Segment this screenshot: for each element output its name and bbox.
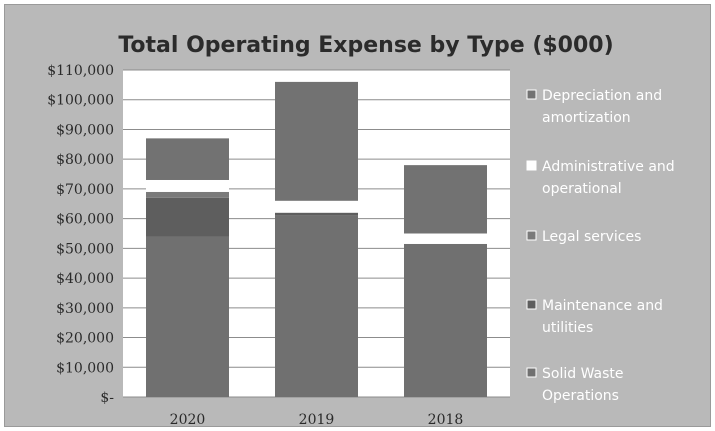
x-axis-tick-labels: 2020 2019 2018 xyxy=(170,412,464,428)
legend-label: Administrative and xyxy=(542,159,675,175)
legend: Depreciation and amortization Administrati… xyxy=(526,88,675,404)
bar-segment xyxy=(275,212,358,216)
bar-segment xyxy=(146,191,229,198)
bar-segment xyxy=(404,165,487,234)
legend-label: Solid Waste xyxy=(542,366,624,382)
x-tick-label: 2020 xyxy=(170,412,206,428)
legend-label: Depreciation and xyxy=(542,88,662,104)
bar-segment xyxy=(404,233,487,244)
legend-swatch xyxy=(526,299,537,310)
y-tick-label: $70,000 xyxy=(56,182,114,198)
y-tick-label: $40,000 xyxy=(56,271,114,287)
x-tick-label: 2018 xyxy=(428,412,464,428)
legend-label: Maintenance and xyxy=(542,298,663,314)
legend-swatch xyxy=(526,230,537,241)
bar-segment xyxy=(404,243,487,397)
legend-label: Legal services xyxy=(542,229,641,245)
legend-label: utilities xyxy=(542,320,593,336)
y-tick-label: $60,000 xyxy=(56,212,114,228)
bar-segment xyxy=(275,215,358,397)
bar-segment xyxy=(275,81,358,201)
y-tick-label: $100,000 xyxy=(47,93,114,109)
y-tick-label: $- xyxy=(100,390,114,406)
legend-swatch xyxy=(526,89,537,100)
legend-label: Operations xyxy=(542,388,619,404)
legend-label: operational xyxy=(542,181,622,197)
bar-segment xyxy=(146,179,229,192)
y-tick-label: $110,000 xyxy=(47,63,114,79)
legend-label: amortization xyxy=(542,110,631,126)
bar-segment xyxy=(146,236,229,397)
y-tick-label: $20,000 xyxy=(56,331,114,347)
legend-swatch xyxy=(526,160,537,171)
y-tick-label: $50,000 xyxy=(56,241,114,257)
bar-segment xyxy=(146,138,229,180)
y-tick-label: $80,000 xyxy=(56,152,114,168)
y-axis-tick-labels: $- $10,000 $20,000 $30,000 $40,000 $50,000 $60… xyxy=(47,63,114,406)
chart-title: Total Operating Expense by Type ($000) xyxy=(118,33,613,58)
y-tick-label: $10,000 xyxy=(56,360,114,376)
y-tick-label: $90,000 xyxy=(56,122,114,138)
bar-segment xyxy=(146,197,229,237)
legend-swatch xyxy=(526,367,537,378)
bar-segment xyxy=(275,200,358,213)
y-tick-label: $30,000 xyxy=(56,301,114,317)
bars xyxy=(146,81,487,397)
x-tick-label: 2019 xyxy=(299,412,335,428)
